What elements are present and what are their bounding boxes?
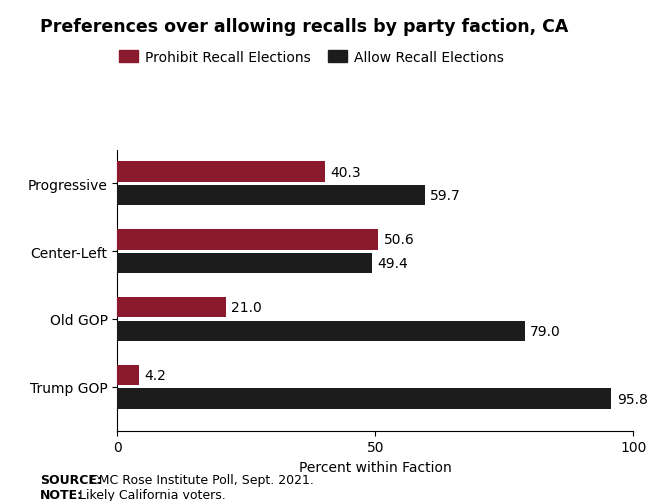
Text: 79.0: 79.0	[530, 324, 561, 338]
Bar	[117, 389, 612, 409]
Text: 40.3: 40.3	[330, 165, 361, 179]
Bar	[117, 254, 372, 274]
Text: 59.7: 59.7	[430, 189, 461, 203]
Bar	[117, 186, 425, 206]
Text: Preferences over allowing recalls by party faction, CA: Preferences over allowing recalls by par…	[40, 18, 569, 36]
Bar	[117, 297, 226, 318]
Bar	[117, 230, 379, 250]
Text: 50.6: 50.6	[383, 233, 414, 247]
Text: Likely California voters.: Likely California voters.	[75, 488, 226, 501]
Text: 49.4: 49.4	[377, 257, 408, 271]
Legend: Prohibit Recall Elections, Allow Recall Elections: Prohibit Recall Elections, Allow Recall …	[119, 51, 504, 65]
Text: NOTE:: NOTE:	[40, 488, 83, 501]
Bar	[117, 365, 139, 385]
Text: 21.0: 21.0	[230, 301, 261, 315]
Text: SOURCE:: SOURCE:	[40, 473, 102, 486]
Text: 95.8: 95.8	[616, 392, 647, 406]
Text: 4.2: 4.2	[144, 368, 166, 382]
X-axis label: Percent within Faction: Percent within Faction	[299, 460, 452, 474]
Text: CMC Rose Institute Poll, Sept. 2021.: CMC Rose Institute Poll, Sept. 2021.	[86, 473, 314, 486]
Bar	[117, 162, 325, 182]
Bar	[117, 321, 525, 341]
